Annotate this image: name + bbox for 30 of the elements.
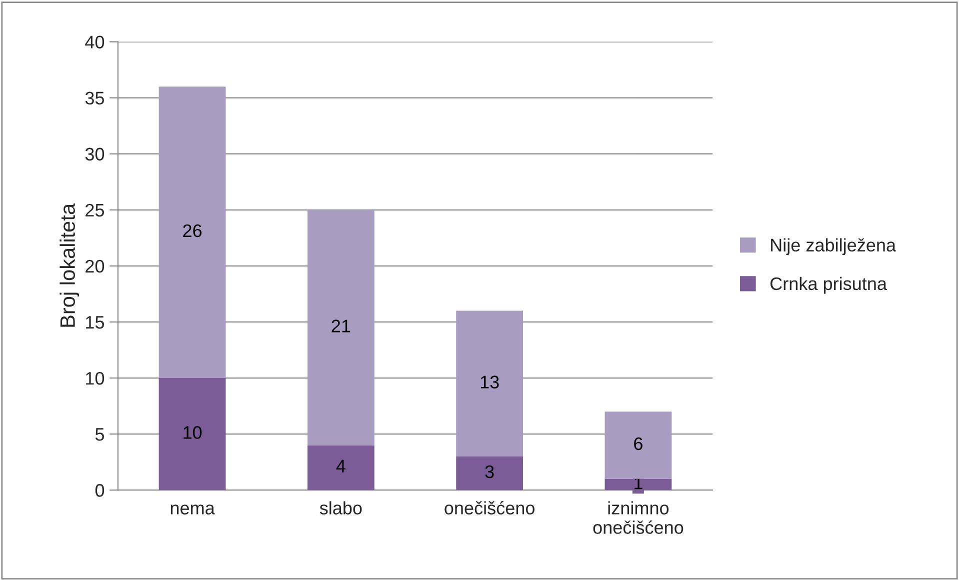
y-axis-title: Broj lokaliteta [60, 203, 80, 327]
data-label: 21 [332, 320, 350, 332]
bar [307, 445, 374, 490]
y-tick-label: 25 [86, 204, 104, 217]
bar [307, 210, 374, 446]
y-tick-label: 20 [86, 260, 104, 273]
y-tick-label: 10 [86, 372, 104, 385]
data-label: 3 [485, 465, 494, 478]
bar [158, 378, 226, 490]
data-label: 10 [184, 426, 202, 439]
x-tick-label: slabo [320, 501, 362, 514]
bar [456, 456, 524, 490]
y-tick-label: 0 [95, 484, 104, 497]
x-tick-label: onečišćeno [444, 501, 534, 514]
bar [604, 412, 672, 479]
data-label: 6 [634, 437, 642, 450]
data-label: 26 [183, 224, 202, 238]
legend-label: Nije zabilježena [771, 238, 896, 256]
data-label: 4 [336, 460, 346, 472]
x-tick-label: nema [170, 504, 215, 514]
y-tick-label: 40 [85, 36, 104, 48]
y-tick-label: 35 [85, 92, 104, 105]
y-tick-label: 30 [85, 148, 104, 161]
legend-label: Crnka prisutna [770, 276, 887, 294]
y-tick-label: 5 [95, 428, 104, 441]
bar [456, 310, 524, 456]
bar [158, 86, 226, 378]
y-tick-label: 15 [86, 316, 104, 329]
data-label: 13 [480, 376, 499, 388]
x-tick-label: iznimno onečišćeno [593, 501, 684, 534]
